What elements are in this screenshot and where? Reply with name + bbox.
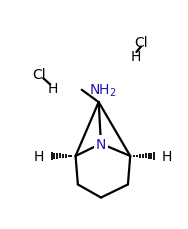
Text: H: H bbox=[34, 149, 44, 163]
Text: N: N bbox=[96, 137, 106, 151]
Text: H: H bbox=[47, 82, 58, 96]
Text: Cl: Cl bbox=[33, 68, 46, 82]
Text: H: H bbox=[130, 50, 141, 64]
Text: NH$_2$: NH$_2$ bbox=[89, 82, 116, 98]
Text: Cl: Cl bbox=[134, 36, 148, 50]
Text: H: H bbox=[162, 149, 172, 163]
